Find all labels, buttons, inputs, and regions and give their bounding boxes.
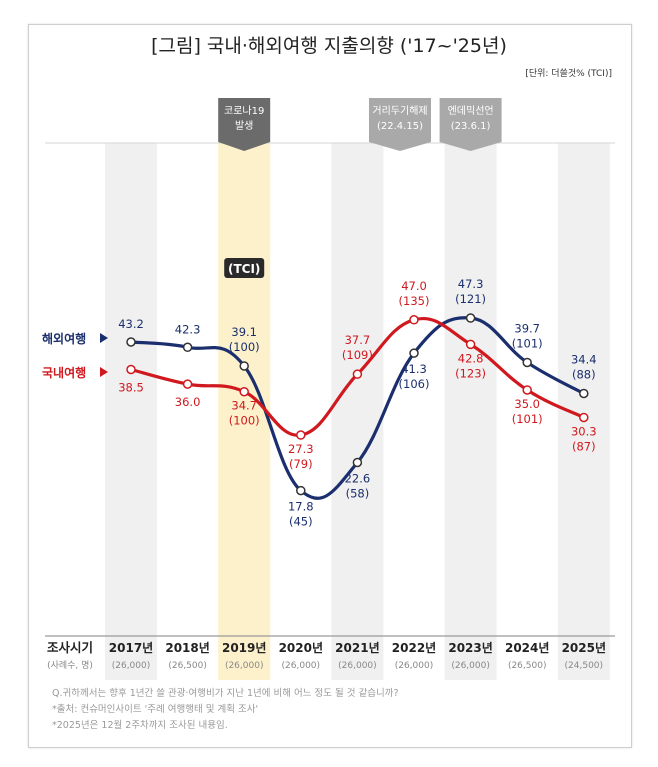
event-callout-text: (22.4.15) xyxy=(377,121,423,132)
triangle-right-icon xyxy=(100,333,108,343)
data-label: 41.3 xyxy=(401,362,427,376)
data-label: 27.3 xyxy=(288,442,314,456)
sample-size: (26,000) xyxy=(451,661,490,671)
sample-size: (26,000) xyxy=(282,661,321,671)
data-point xyxy=(579,412,589,423)
footnote: *출처: 컨슈머인사이트 '주례 여행행태 및 계획 조사' xyxy=(52,703,258,715)
data-point xyxy=(296,430,306,440)
sample-size: (24,500) xyxy=(565,661,604,671)
data-label: 17.8 xyxy=(288,500,314,514)
data-label: 39.1 xyxy=(231,325,257,339)
footnote: *2025년은 12월 2주차까지 조사된 내용임. xyxy=(52,719,228,731)
data-point xyxy=(409,315,419,325)
footnote: Q.귀하께서는 향후 1년간 쓸 관광·여행비가 지난 1년에 비해 어느 정도… xyxy=(52,687,399,699)
event-callout xyxy=(369,98,431,151)
data-point xyxy=(182,342,193,353)
x-tick-label: 2024년 xyxy=(505,641,549,655)
data-label: 22.6 xyxy=(345,472,371,486)
data-label: 38.5 xyxy=(118,380,144,394)
data-point xyxy=(126,337,136,347)
data-point xyxy=(296,485,306,496)
figure-frame xyxy=(28,24,632,748)
x-tick-label: 2019년 xyxy=(222,641,266,655)
data-point xyxy=(239,361,249,371)
data-point xyxy=(522,357,532,368)
data-label: 30.3 xyxy=(571,424,597,438)
event-callout-text: 코로나19 xyxy=(224,105,264,117)
tci-label: (135) xyxy=(399,294,430,308)
chart-title: [그림] 국내·해외여행 지출의향 ('17~'25년) xyxy=(151,35,507,57)
data-point xyxy=(352,369,363,379)
data-label: 42.8 xyxy=(458,351,484,365)
data-point xyxy=(522,385,532,395)
tci-label: (100) xyxy=(229,414,260,428)
x-tick-label: 2020년 xyxy=(279,641,323,655)
x-tick-label: 2017년 xyxy=(109,641,153,655)
x-tick-label: 2018년 xyxy=(165,641,209,655)
data-label: 47.0 xyxy=(401,279,427,293)
tci-label: (58) xyxy=(346,487,370,501)
column-band xyxy=(218,143,271,680)
x-tick-label: 2021년 xyxy=(335,641,379,655)
tci-label: (79) xyxy=(289,457,313,471)
sample-size: (26,500) xyxy=(508,661,547,671)
event-callout xyxy=(218,98,271,151)
tci-label: (87) xyxy=(572,439,596,453)
x-tick-label: 2025년 xyxy=(562,641,606,655)
tci-badge-text: (TCI) xyxy=(228,262,260,276)
event-callout-text: 발생 xyxy=(235,120,253,132)
tci-label: (109) xyxy=(342,348,373,362)
sample-size: (26,500) xyxy=(168,661,207,671)
unit-label: [단위: 더쓸것% (TCI)] xyxy=(525,68,612,79)
data-label: 35.0 xyxy=(514,397,540,411)
data-label: 36.0 xyxy=(175,395,201,409)
data-point xyxy=(409,348,419,358)
event-callout-text: 엔데믹선언 xyxy=(448,105,494,117)
column-band xyxy=(331,143,384,680)
data-point xyxy=(352,457,363,468)
x-header: 조사시기 xyxy=(47,640,93,655)
sample-size: (26,000) xyxy=(112,661,151,671)
tci-label: (106) xyxy=(399,377,430,391)
data-point xyxy=(579,388,589,399)
column-band xyxy=(557,143,610,680)
tci-label: (121) xyxy=(455,292,486,306)
event-callout-text: 거리두기해제 xyxy=(372,104,427,117)
sample-size: (26,000) xyxy=(225,661,264,671)
n-header: (사례수, 명) xyxy=(47,660,93,671)
data-point xyxy=(126,364,136,375)
data-point xyxy=(182,379,193,389)
tci-label: (45) xyxy=(289,515,313,529)
triangle-right-icon xyxy=(100,367,108,377)
tci-label: (101) xyxy=(512,336,543,350)
data-label: 43.2 xyxy=(118,317,144,331)
data-label: 34.7 xyxy=(231,399,257,413)
series-label: 국내여행 xyxy=(42,365,86,380)
data-point xyxy=(465,313,476,323)
event-callout-text: (23.6.1) xyxy=(451,121,491,132)
tci-label: (101) xyxy=(512,412,543,426)
column-band xyxy=(105,143,157,680)
tci-label: (123) xyxy=(455,366,486,380)
sample-size: (26,000) xyxy=(338,661,377,671)
data-point xyxy=(465,339,476,350)
tci-label: (88) xyxy=(572,367,596,381)
data-label: 47.3 xyxy=(458,277,484,291)
column-band xyxy=(444,143,497,680)
data-point xyxy=(239,386,249,397)
data-label: 37.7 xyxy=(345,333,371,347)
x-tick-label: 2023년 xyxy=(448,641,492,655)
x-tick-label: 2022년 xyxy=(392,641,436,655)
data-label: 34.4 xyxy=(571,352,597,366)
sample-size: (26,000) xyxy=(395,661,434,671)
data-label: 39.7 xyxy=(514,321,540,335)
series-label: 해외여행 xyxy=(42,331,86,346)
tci-label: (100) xyxy=(229,340,260,354)
data-label: 42.3 xyxy=(175,322,201,336)
event-callout xyxy=(439,98,502,151)
tci-badge xyxy=(224,258,265,278)
